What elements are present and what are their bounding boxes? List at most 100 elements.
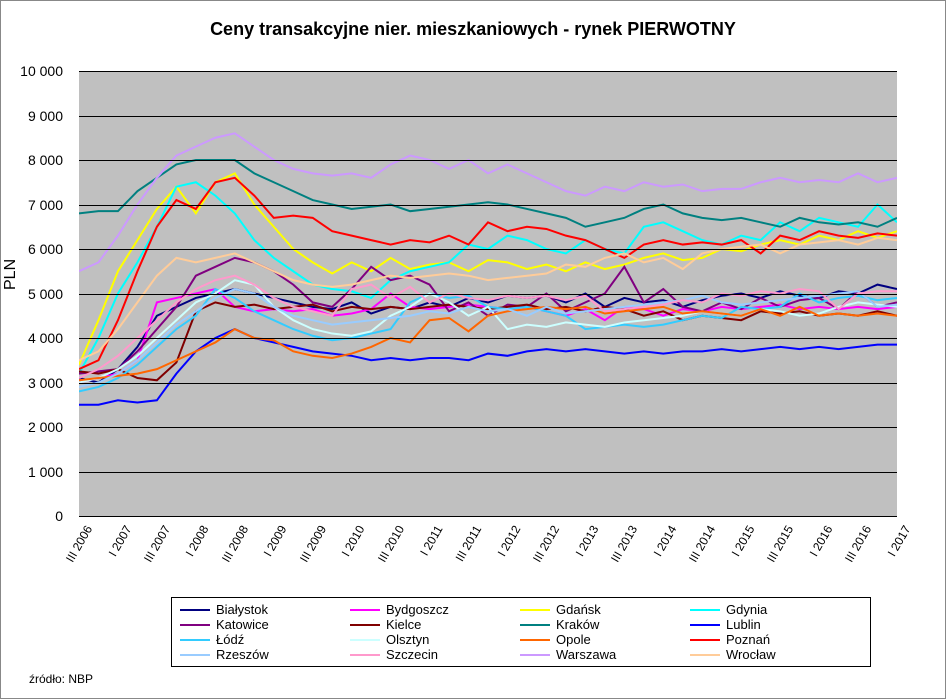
legend-label: Kielce [386, 617, 421, 632]
legend-label: Katowice [216, 617, 269, 632]
series-opole [79, 307, 897, 380]
gridline [79, 516, 897, 517]
legend-swatch [520, 624, 550, 626]
legend-label: Gdynia [726, 602, 767, 617]
legend-label: Opole [556, 632, 591, 647]
legend-swatch [350, 624, 380, 626]
y-tick-label: 10 000 [20, 63, 63, 79]
legend-label: Łódź [216, 632, 244, 647]
legend-item: Katowice [180, 617, 350, 632]
chart-title: Ceny transakcyjne nier. mieszkaniowych -… [1, 19, 945, 40]
y-tick-label: 3 000 [28, 375, 63, 391]
legend-swatch [520, 639, 550, 641]
gridline [79, 294, 897, 295]
x-tick-label: I 2010 [339, 523, 368, 559]
legend-item: Białystok [180, 602, 350, 617]
series-olsztyn [79, 280, 897, 382]
legend-label: Poznań [726, 632, 770, 647]
x-tick-label: I 2016 [806, 523, 835, 559]
legend-row: Katowice Kielce Kraków Lublin [180, 617, 862, 632]
gridline [79, 383, 897, 384]
x-tick-label: III 2006 [63, 523, 95, 565]
x-tick-label: I 2015 [729, 523, 758, 559]
y-tick-label: 5 000 [28, 286, 63, 302]
x-tick-label: III 2011 [453, 523, 485, 564]
legend-item: Warszawa [520, 647, 690, 662]
legend-label: Lublin [726, 617, 761, 632]
y-tick-label: 9 000 [28, 108, 63, 124]
y-tick-label: 8 000 [28, 152, 63, 168]
series-lublin [79, 329, 897, 405]
gridline [79, 71, 897, 72]
legend-item: Gdynia [690, 602, 860, 617]
source-label: źródło: NBP [29, 672, 93, 686]
legend-item: Lublin [690, 617, 860, 632]
x-tick-label: I 2007 [105, 523, 134, 559]
legend-label: Warszawa [556, 647, 616, 662]
series-szczecin [79, 276, 897, 378]
series-kraków [79, 160, 897, 227]
y-tick-label: 6 000 [28, 241, 63, 257]
legend-label: Olsztyn [386, 632, 429, 647]
x-tick-label: III 2016 [842, 523, 874, 565]
legend-item: Bydgoszcz [350, 602, 520, 617]
legend-swatch [520, 654, 550, 656]
gridline [79, 427, 897, 428]
legend-swatch [180, 654, 210, 656]
x-tick-label: I 2013 [573, 523, 602, 559]
legend-item: Wrocław [690, 647, 860, 662]
x-tick-label: I 2014 [651, 523, 680, 559]
legend-swatch [350, 609, 380, 611]
legend-item: Poznań [690, 632, 860, 647]
legend-item: Kraków [520, 617, 690, 632]
gridline [79, 338, 897, 339]
legend-swatch [350, 654, 380, 656]
y-axis-labels: 01 0002 0003 0004 0005 0006 0007 0008 00… [1, 71, 71, 516]
legend-item: Szczecin [350, 647, 520, 662]
x-tick-label: III 2009 [297, 523, 329, 565]
legend-item: Łódź [180, 632, 350, 647]
legend-swatch [180, 639, 210, 641]
legend-item: Gdańsk [520, 602, 690, 617]
y-tick-label: 1 000 [28, 464, 63, 480]
legend-label: Kraków [556, 617, 599, 632]
legend-label: Bydgoszcz [386, 602, 449, 617]
x-tick-label: III 2012 [530, 523, 562, 565]
gridline [79, 205, 897, 206]
legend-label: Białystok [216, 602, 268, 617]
legend-label: Wrocław [726, 647, 776, 662]
legend-swatch [690, 609, 720, 611]
y-tick-label: 4 000 [28, 330, 63, 346]
legend-row: Białystok Bydgoszcz Gdańsk Gdynia [180, 602, 862, 617]
legend-label: Gdańsk [556, 602, 601, 617]
gridline [79, 472, 897, 473]
gridline [79, 160, 897, 161]
x-tick-label: I 2017 [884, 523, 913, 559]
x-tick-label: I 2012 [495, 523, 524, 559]
x-tick-label: I 2008 [183, 523, 212, 559]
legend-label: Szczecin [386, 647, 438, 662]
legend-item: Kielce [350, 617, 520, 632]
x-axis-labels: III 2006I 2007III 2007I 2008III 2008I 20… [79, 519, 897, 589]
x-tick-label: III 2013 [608, 523, 640, 565]
x-tick-label: I 2009 [261, 523, 290, 559]
legend-item: Opole [520, 632, 690, 647]
legend: Białystok Bydgoszcz Gdańsk Gdynia Katowice Ki… [171, 597, 871, 667]
x-tick-label: III 2014 [686, 523, 718, 565]
x-tick-label: III 2010 [375, 523, 407, 565]
chart-container: Ceny transakcyjne nier. mieszkaniowych -… [0, 0, 946, 699]
gridline [79, 116, 897, 117]
legend-swatch [180, 609, 210, 611]
legend-swatch [690, 654, 720, 656]
legend-item: Olsztyn [350, 632, 520, 647]
legend-swatch [520, 609, 550, 611]
y-tick-label: 2 000 [28, 419, 63, 435]
x-tick-label: III 2008 [219, 523, 251, 565]
x-tick-label: I 2011 [417, 523, 445, 558]
legend-swatch [180, 624, 210, 626]
legend-row: RzeszówSzczecinWarszawaWrocław [180, 647, 862, 662]
legend-row: Łódź Olsztyn Opole Poznań [180, 632, 862, 647]
x-tick-label: III 2015 [764, 523, 796, 565]
y-tick-label: 0 [55, 508, 63, 524]
legend-swatch [690, 639, 720, 641]
